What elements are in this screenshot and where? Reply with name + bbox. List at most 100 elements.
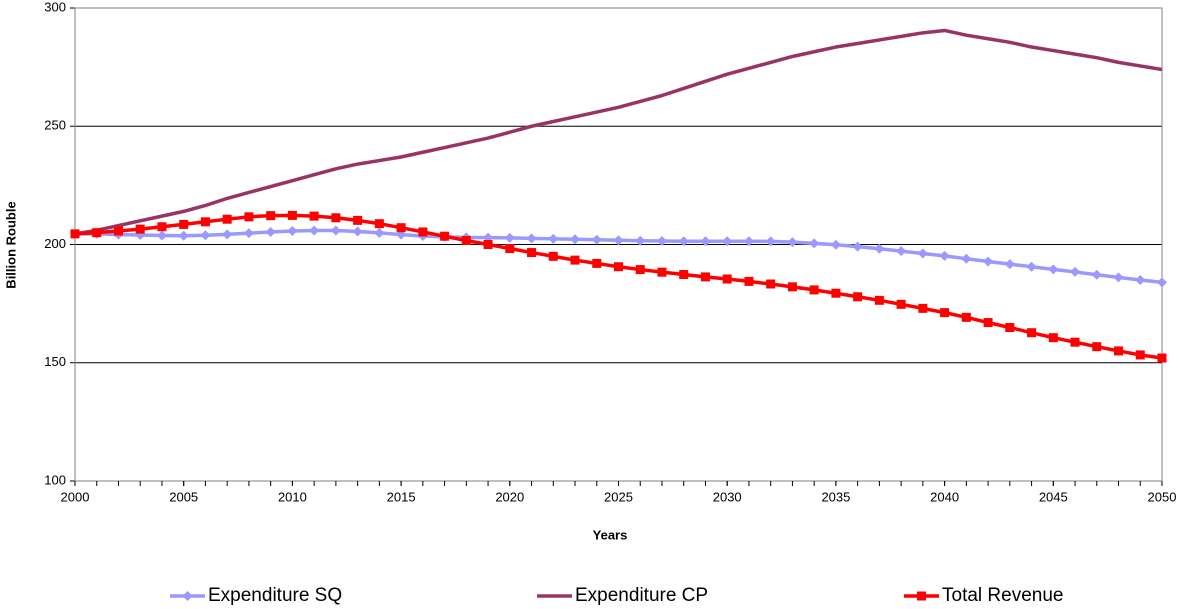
x-tick-label: 2045 — [1039, 489, 1068, 504]
x-axis-label: Years — [593, 527, 628, 542]
legend-label: Expenditure SQ — [208, 585, 342, 606]
data-point — [918, 303, 928, 313]
data-point — [917, 248, 928, 259]
x-tick-label: 2020 — [495, 489, 524, 504]
data-point — [766, 279, 776, 289]
data-point — [635, 265, 645, 275]
data-point — [809, 238, 820, 249]
x-tick-label: 2000 — [61, 489, 90, 504]
data-point — [961, 253, 972, 264]
data-point — [591, 234, 602, 245]
x-tick-label: 2050 — [1148, 489, 1177, 504]
data-point — [70, 229, 80, 239]
data-point — [331, 213, 341, 223]
data-point — [614, 262, 623, 272]
data-point — [613, 235, 624, 246]
y-axis-label: Billion Rouble — [3, 201, 18, 288]
data-point — [570, 255, 580, 265]
data-point — [243, 228, 254, 239]
data-point — [896, 246, 907, 257]
legend-marker — [917, 591, 926, 601]
x-tick-label: 2040 — [930, 489, 959, 504]
data-point — [1048, 333, 1058, 343]
y-tick-label: 250 — [44, 118, 66, 133]
data-point — [1027, 328, 1037, 338]
data-point — [700, 236, 711, 247]
data-point — [874, 243, 885, 254]
y-tick-label: 100 — [44, 472, 66, 487]
data-point — [200, 230, 211, 241]
data-point — [178, 230, 189, 241]
data-point — [570, 234, 581, 245]
data-point — [896, 299, 906, 309]
data-point — [722, 274, 732, 284]
data-point — [157, 222, 167, 232]
data-point — [396, 223, 406, 233]
data-point — [722, 236, 733, 247]
y-tick-label: 300 — [44, 0, 66, 14]
data-point — [548, 251, 558, 261]
data-point — [222, 229, 233, 240]
data-point — [265, 226, 276, 237]
data-point — [852, 241, 863, 252]
data-point — [266, 211, 276, 221]
data-point — [656, 235, 667, 246]
data-point — [156, 230, 167, 241]
data-point — [200, 217, 210, 227]
data-point — [787, 282, 797, 292]
x-tick-label: 2030 — [713, 489, 742, 504]
data-point — [287, 226, 298, 237]
data-point — [1092, 342, 1102, 352]
data-point — [330, 225, 341, 236]
data-point — [983, 256, 994, 267]
data-point — [1157, 277, 1167, 288]
data-point — [92, 228, 102, 238]
data-point — [1070, 337, 1080, 347]
data-point — [309, 225, 320, 236]
data-point — [1091, 269, 1102, 280]
data-point — [505, 244, 515, 254]
data-point — [374, 227, 385, 238]
data-point — [983, 318, 993, 328]
data-point — [135, 224, 145, 234]
data-point — [504, 232, 515, 243]
data-point — [679, 270, 689, 280]
data-point — [548, 233, 559, 244]
data-point — [461, 235, 471, 245]
data-point — [1135, 274, 1146, 285]
data-point — [1114, 346, 1124, 356]
data-point — [678, 236, 689, 247]
data-point — [592, 258, 602, 268]
data-point — [744, 276, 754, 286]
data-point — [418, 227, 428, 237]
data-point — [939, 250, 950, 261]
data-point — [787, 237, 798, 248]
legend-marker — [182, 591, 193, 601]
data-point — [527, 248, 537, 258]
data-point — [635, 235, 646, 246]
data-point — [179, 219, 189, 229]
data-point — [374, 219, 384, 229]
data-point — [1026, 261, 1037, 272]
x-tick-label: 2035 — [821, 489, 850, 504]
y-tick-label: 200 — [44, 236, 66, 251]
data-point — [1004, 259, 1015, 270]
data-point — [853, 292, 863, 302]
data-point — [743, 236, 754, 247]
data-point — [352, 226, 363, 237]
data-point — [1048, 264, 1059, 275]
series-line — [74, 28, 1163, 236]
data-point — [809, 285, 819, 295]
data-point — [440, 231, 450, 241]
x-tick-label: 2015 — [387, 489, 416, 504]
data-point — [700, 272, 710, 282]
data-point — [222, 214, 232, 224]
data-point — [353, 215, 363, 225]
data-point — [830, 239, 841, 250]
data-point — [1005, 323, 1015, 333]
data-point — [657, 267, 667, 277]
legend-label: Total Revenue — [942, 585, 1063, 606]
legend-label: Expenditure CP — [575, 585, 708, 606]
